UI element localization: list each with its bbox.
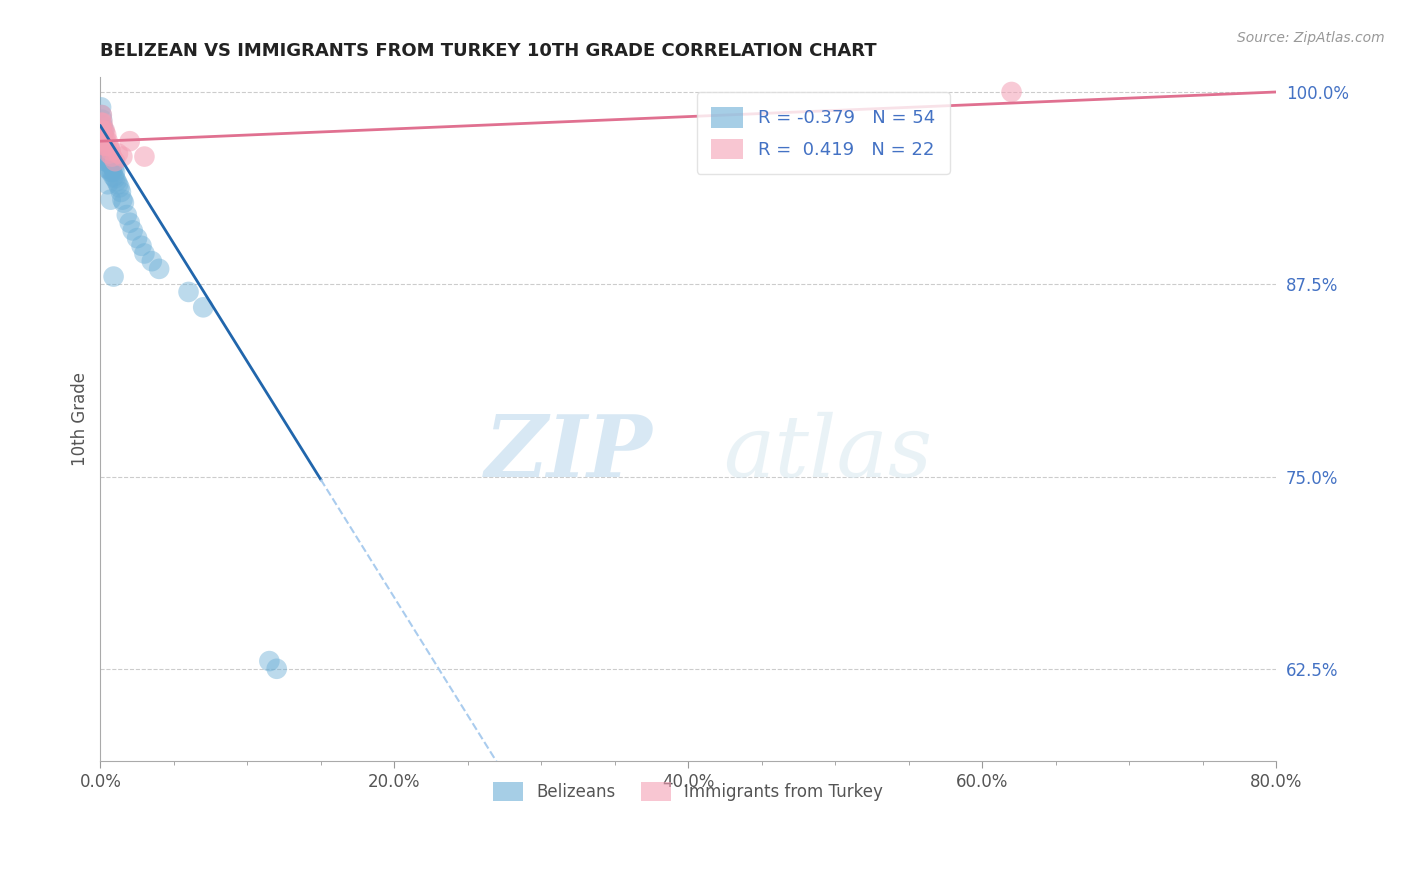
Point <box>90 123 112 137</box>
Point <box>105 174 128 188</box>
Point <box>103 169 125 184</box>
Point <box>91 134 114 148</box>
Point <box>98 146 121 161</box>
Point <box>101 159 124 173</box>
Point <box>90 108 112 122</box>
Point <box>96 150 118 164</box>
Point <box>118 216 141 230</box>
Point <box>103 161 125 176</box>
Point <box>108 180 131 194</box>
Text: BELIZEAN VS IMMIGRANTS FROM TURKEY 10TH GRADE CORRELATION CHART: BELIZEAN VS IMMIGRANTS FROM TURKEY 10TH … <box>100 42 877 60</box>
Legend: Belizeans, Immigrants from Turkey: Belizeans, Immigrants from Turkey <box>479 768 897 814</box>
Point <box>107 178 129 192</box>
Point <box>118 134 141 148</box>
Point <box>90 108 112 122</box>
Point <box>94 123 117 137</box>
Point <box>94 150 117 164</box>
Text: Source: ZipAtlas.com: Source: ZipAtlas.com <box>1237 31 1385 45</box>
Point <box>107 146 129 161</box>
Point <box>134 246 156 260</box>
Point <box>91 138 114 153</box>
Point <box>104 165 127 179</box>
Point <box>91 123 114 137</box>
Point <box>141 254 163 268</box>
Text: ZIP: ZIP <box>485 411 652 495</box>
Point <box>97 178 120 192</box>
Point <box>91 116 114 130</box>
Point <box>131 239 153 253</box>
Point <box>101 150 124 164</box>
Point <box>111 150 134 164</box>
Point <box>91 146 114 161</box>
Point <box>98 154 121 169</box>
Point <box>96 144 118 158</box>
Point <box>96 138 118 153</box>
Point <box>100 154 122 169</box>
Point <box>91 119 114 133</box>
Point <box>97 154 120 169</box>
Point <box>111 193 134 207</box>
Point <box>112 195 135 210</box>
Point <box>104 154 127 169</box>
Point <box>94 144 117 158</box>
Point <box>94 154 117 169</box>
Point <box>91 112 114 127</box>
Point <box>100 144 122 158</box>
Point <box>96 154 118 169</box>
Point <box>1000 85 1022 99</box>
Point <box>100 165 122 179</box>
Point <box>94 138 117 153</box>
Point <box>100 193 122 207</box>
Point <box>97 161 120 176</box>
Point <box>121 223 143 237</box>
Point <box>90 100 112 114</box>
Point <box>94 138 117 153</box>
Point <box>90 116 112 130</box>
Point <box>97 146 120 161</box>
Point <box>193 301 215 315</box>
Point <box>103 269 125 284</box>
Point <box>96 128 118 142</box>
Point <box>115 208 138 222</box>
Point <box>127 231 149 245</box>
Point <box>98 161 121 176</box>
Point <box>93 123 115 137</box>
Text: atlas: atlas <box>724 412 932 494</box>
Point <box>91 134 114 148</box>
Point <box>259 654 281 668</box>
Point <box>94 131 117 145</box>
Point <box>134 150 156 164</box>
Point <box>110 185 132 199</box>
Point <box>90 128 112 142</box>
Point <box>90 134 112 148</box>
Point <box>91 128 114 142</box>
Point <box>101 165 124 179</box>
Point <box>148 261 170 276</box>
Point <box>90 123 112 137</box>
Point <box>177 285 200 299</box>
Point <box>104 171 127 186</box>
Point <box>98 138 121 153</box>
Point <box>266 662 288 676</box>
Y-axis label: 10th Grade: 10th Grade <box>72 372 89 466</box>
Point <box>97 134 120 148</box>
Point <box>98 150 121 164</box>
